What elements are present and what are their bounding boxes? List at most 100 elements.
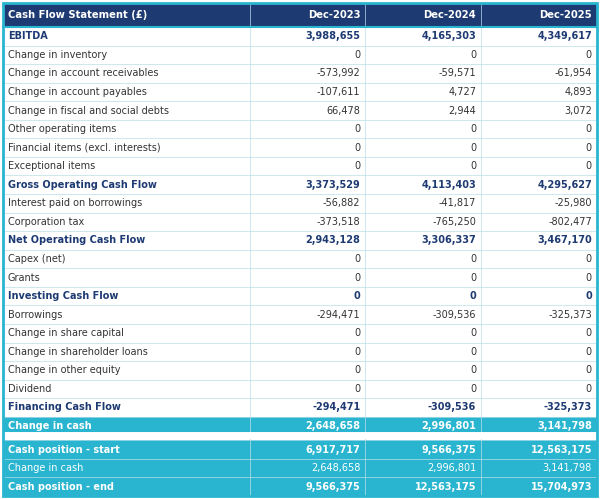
Bar [3, 305, 250, 324]
Text: Cash position - start: Cash position - start [8, 445, 120, 455]
Text: Financing Cash Flow: Financing Cash Flow [8, 403, 121, 413]
Bar [250, 83, 365, 101]
Text: 4,165,303: 4,165,303 [421, 31, 476, 41]
Bar [481, 157, 597, 176]
Bar [365, 120, 481, 138]
Bar [481, 380, 597, 398]
Text: 66,478: 66,478 [326, 105, 361, 116]
Bar [250, 342, 365, 361]
Text: 0: 0 [470, 143, 476, 153]
Text: 0: 0 [586, 328, 592, 338]
Text: 0: 0 [586, 124, 592, 134]
Bar [365, 83, 481, 101]
Text: Corporation tax: Corporation tax [8, 217, 84, 227]
Bar [250, 138, 365, 157]
Bar [481, 305, 597, 324]
Text: 12,563,175: 12,563,175 [415, 482, 476, 492]
Text: 0: 0 [586, 50, 592, 60]
Text: 0: 0 [354, 161, 361, 171]
Text: 2,648,658: 2,648,658 [305, 421, 361, 431]
Bar [3, 101, 250, 120]
Bar [365, 398, 481, 417]
Bar [250, 417, 365, 435]
Bar [481, 440, 597, 459]
Text: 15,704,973: 15,704,973 [530, 482, 592, 492]
Text: Cash Flow Statement (£): Cash Flow Statement (£) [8, 10, 147, 20]
Text: Change in cash: Change in cash [8, 421, 92, 431]
Bar [365, 3, 481, 27]
Text: 0: 0 [586, 254, 592, 264]
Bar [365, 478, 481, 496]
Bar [481, 45, 597, 64]
Text: 4,727: 4,727 [448, 87, 476, 97]
Text: Grants: Grants [8, 272, 41, 282]
Bar [481, 287, 597, 305]
Bar [3, 440, 250, 459]
Bar [3, 231, 250, 250]
Bar [365, 459, 481, 478]
Bar [250, 213, 365, 231]
Text: -59,571: -59,571 [439, 68, 476, 78]
Bar [3, 213, 250, 231]
Bar [3, 361, 250, 380]
Text: 0: 0 [354, 347, 361, 357]
Bar [481, 176, 597, 194]
Bar [250, 287, 365, 305]
Bar [365, 213, 481, 231]
Text: 9,566,375: 9,566,375 [421, 445, 476, 455]
Text: Gross Operating Cash Flow: Gross Operating Cash Flow [8, 180, 157, 190]
Text: 2,944: 2,944 [448, 105, 476, 116]
Text: 3,141,798: 3,141,798 [543, 463, 592, 473]
Bar [365, 287, 481, 305]
Bar [3, 459, 250, 478]
Bar [250, 398, 365, 417]
Text: Dec-2024: Dec-2024 [424, 10, 476, 20]
Text: Cash position - end: Cash position - end [8, 482, 114, 492]
Text: -309,536: -309,536 [433, 310, 476, 320]
Bar [365, 231, 481, 250]
Text: 0: 0 [470, 161, 476, 171]
Text: -294,471: -294,471 [312, 403, 361, 413]
Text: -373,518: -373,518 [317, 217, 361, 227]
Text: -107,611: -107,611 [317, 87, 361, 97]
Bar [3, 138, 250, 157]
Bar [365, 45, 481, 64]
Bar [3, 120, 250, 138]
Bar [481, 268, 597, 287]
Bar [3, 380, 250, 398]
Bar [365, 194, 481, 213]
Text: Exceptional items: Exceptional items [8, 161, 95, 171]
Bar [3, 45, 250, 64]
Text: 3,373,529: 3,373,529 [305, 180, 361, 190]
Text: 2,648,658: 2,648,658 [311, 463, 361, 473]
Bar [365, 417, 481, 435]
Bar [250, 45, 365, 64]
Bar [481, 64, 597, 83]
Bar [3, 27, 250, 45]
Bar [3, 417, 250, 435]
Bar [250, 231, 365, 250]
Text: -765,250: -765,250 [432, 217, 476, 227]
Bar [365, 342, 481, 361]
Bar [481, 138, 597, 157]
Text: Capex (net): Capex (net) [8, 254, 65, 264]
Text: 0: 0 [585, 291, 592, 301]
Text: 3,306,337: 3,306,337 [421, 236, 476, 246]
Text: Financial items (excl. interests): Financial items (excl. interests) [8, 143, 161, 153]
Text: 6,917,717: 6,917,717 [305, 445, 361, 455]
Bar [250, 176, 365, 194]
Text: 0: 0 [354, 254, 361, 264]
Bar [481, 231, 597, 250]
Text: 0: 0 [586, 143, 592, 153]
Text: 2,996,801: 2,996,801 [421, 421, 476, 431]
Bar [481, 213, 597, 231]
Text: 0: 0 [470, 347, 476, 357]
Text: 0: 0 [354, 50, 361, 60]
Text: Dec-2023: Dec-2023 [308, 10, 361, 20]
Text: -573,992: -573,992 [317, 68, 361, 78]
Bar [481, 83, 597, 101]
Text: 3,141,798: 3,141,798 [537, 421, 592, 431]
Text: Change in other equity: Change in other equity [8, 365, 121, 375]
Bar [365, 101, 481, 120]
Bar [250, 268, 365, 287]
